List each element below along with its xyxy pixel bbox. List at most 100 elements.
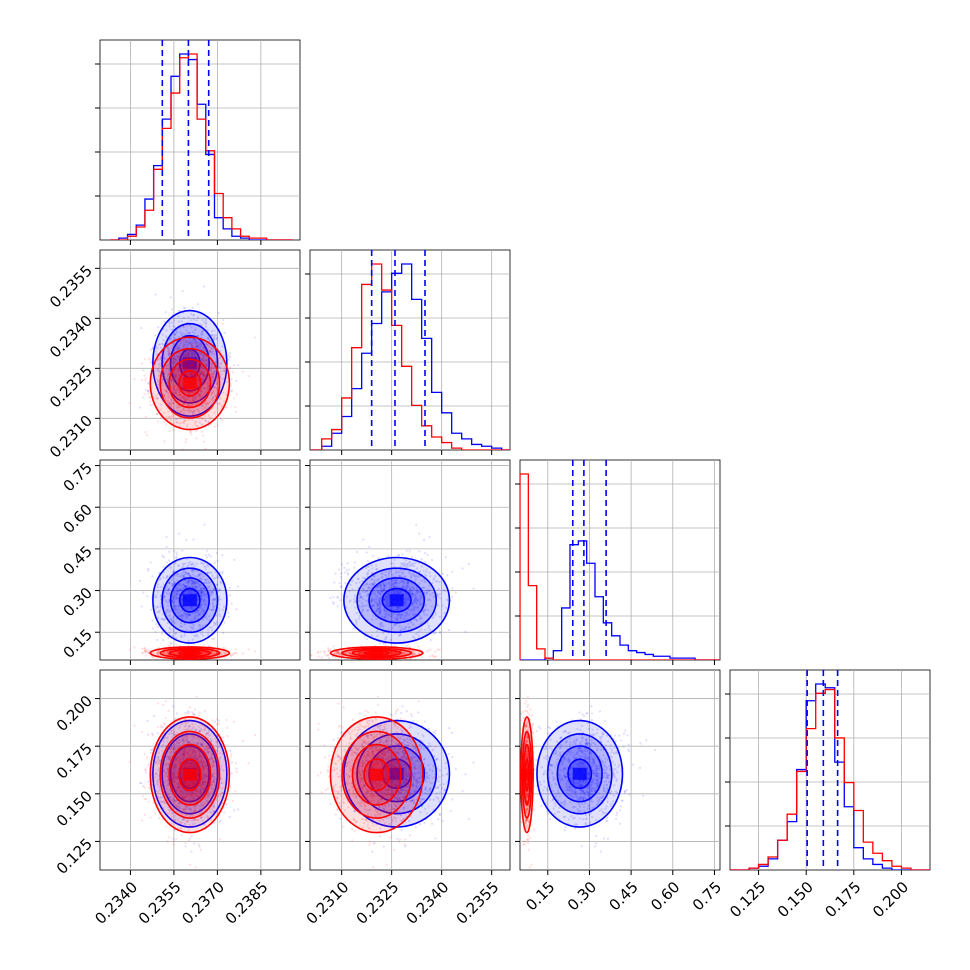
- sample-point: [176, 378, 180, 381]
- sample-point: [200, 390, 203, 393]
- sample-point: [178, 425, 181, 428]
- sample-point: [213, 588, 216, 591]
- sample-point: [168, 369, 171, 372]
- sample-point: [418, 614, 422, 618]
- sample-point: [212, 376, 215, 380]
- sample-point: [210, 352, 213, 355]
- sample-point: [400, 562, 403, 565]
- sample-point: [400, 608, 403, 611]
- sample-point: [178, 352, 181, 355]
- sample-point: [143, 650, 147, 653]
- sample-point: [378, 601, 382, 604]
- sample-point: [201, 434, 205, 437]
- sample-point: [380, 624, 384, 627]
- sample-point: [183, 409, 186, 412]
- sample-point: [434, 613, 437, 616]
- sample-point: [163, 373, 166, 376]
- sample-point: [227, 358, 230, 361]
- sample-point: [221, 404, 224, 407]
- sample-point: [190, 568, 194, 571]
- sample-point: [382, 625, 385, 628]
- sample-point: [163, 618, 166, 621]
- sample-point: [163, 320, 166, 323]
- sample-point: [339, 631, 342, 634]
- sample-point: [419, 617, 422, 620]
- sample-point: [171, 372, 175, 375]
- sample-point: [186, 355, 189, 358]
- sample-point: [166, 377, 169, 381]
- sample-point: [213, 624, 216, 627]
- sample-point: [375, 568, 378, 571]
- sample-point: [218, 403, 221, 406]
- sample-point: [175, 347, 178, 350]
- sample-point: [416, 605, 419, 608]
- sample-point: [441, 572, 444, 575]
- sample-point: [204, 360, 207, 363]
- sample-point: [338, 568, 341, 571]
- sample-point: [221, 322, 224, 325]
- sample-point: [159, 601, 162, 605]
- sample-point: [175, 347, 178, 350]
- sample-point: [382, 581, 385, 585]
- sample-point: [157, 374, 160, 377]
- sample-point: [210, 367, 213, 370]
- sample-point: [358, 599, 361, 603]
- sample-point: [201, 348, 204, 351]
- sample-point: [218, 612, 221, 616]
- sample-point: [391, 626, 394, 630]
- sample-point: [189, 374, 193, 377]
- sample-point: [381, 590, 384, 593]
- sample-point: [191, 418, 194, 421]
- sample-point: [178, 366, 182, 370]
- sample-point: [415, 596, 418, 599]
- sample-point: [450, 596, 454, 599]
- sample-point: [180, 380, 183, 383]
- sample-point: [207, 382, 210, 386]
- sample-point: [193, 579, 196, 583]
- sample-point: [199, 366, 202, 369]
- sample-point: [185, 581, 188, 584]
- sample-point: [414, 596, 417, 599]
- sample-point: [423, 586, 426, 589]
- sample-point: [223, 366, 226, 369]
- sample-point: [363, 584, 366, 587]
- sample-point: [156, 653, 159, 656]
- sample-point: [198, 394, 202, 398]
- sample-point: [169, 337, 172, 340]
- sample-point: [396, 570, 399, 574]
- sample-point: [138, 579, 142, 582]
- sample-point: [384, 609, 387, 612]
- sample-point: [425, 570, 428, 574]
- sample-point: [408, 658, 411, 660]
- sample-point: [378, 603, 381, 606]
- sample-point: [128, 401, 131, 405]
- sample-point: [338, 654, 342, 657]
- sample-point: [183, 326, 186, 329]
- sample-point: [165, 390, 169, 393]
- sample-point: [438, 580, 441, 584]
- sample-point: [427, 649, 430, 652]
- sample-point: [199, 351, 202, 354]
- sample-point: [149, 608, 153, 611]
- sample-point: [180, 625, 184, 628]
- sample-point: [223, 331, 226, 334]
- sample-point: [213, 576, 216, 579]
- sample-point: [424, 603, 427, 606]
- sample-point: [190, 433, 193, 436]
- sample-point: [161, 333, 164, 336]
- sample-point: [191, 638, 194, 641]
- sample-point: [188, 352, 191, 355]
- sample-point: [151, 655, 154, 658]
- sample-point: [228, 366, 232, 369]
- sample-point: [427, 589, 430, 592]
- sample-point: [397, 613, 400, 616]
- sample-point: [187, 392, 190, 395]
- sample-point: [212, 608, 215, 611]
- sample-point: [175, 392, 178, 395]
- sample-point: [192, 397, 195, 400]
- sample-point: [182, 362, 185, 365]
- sample-point: [156, 380, 159, 383]
- sample-point: [186, 613, 189, 616]
- sample-point: [171, 361, 174, 364]
- sample-point: [368, 545, 371, 548]
